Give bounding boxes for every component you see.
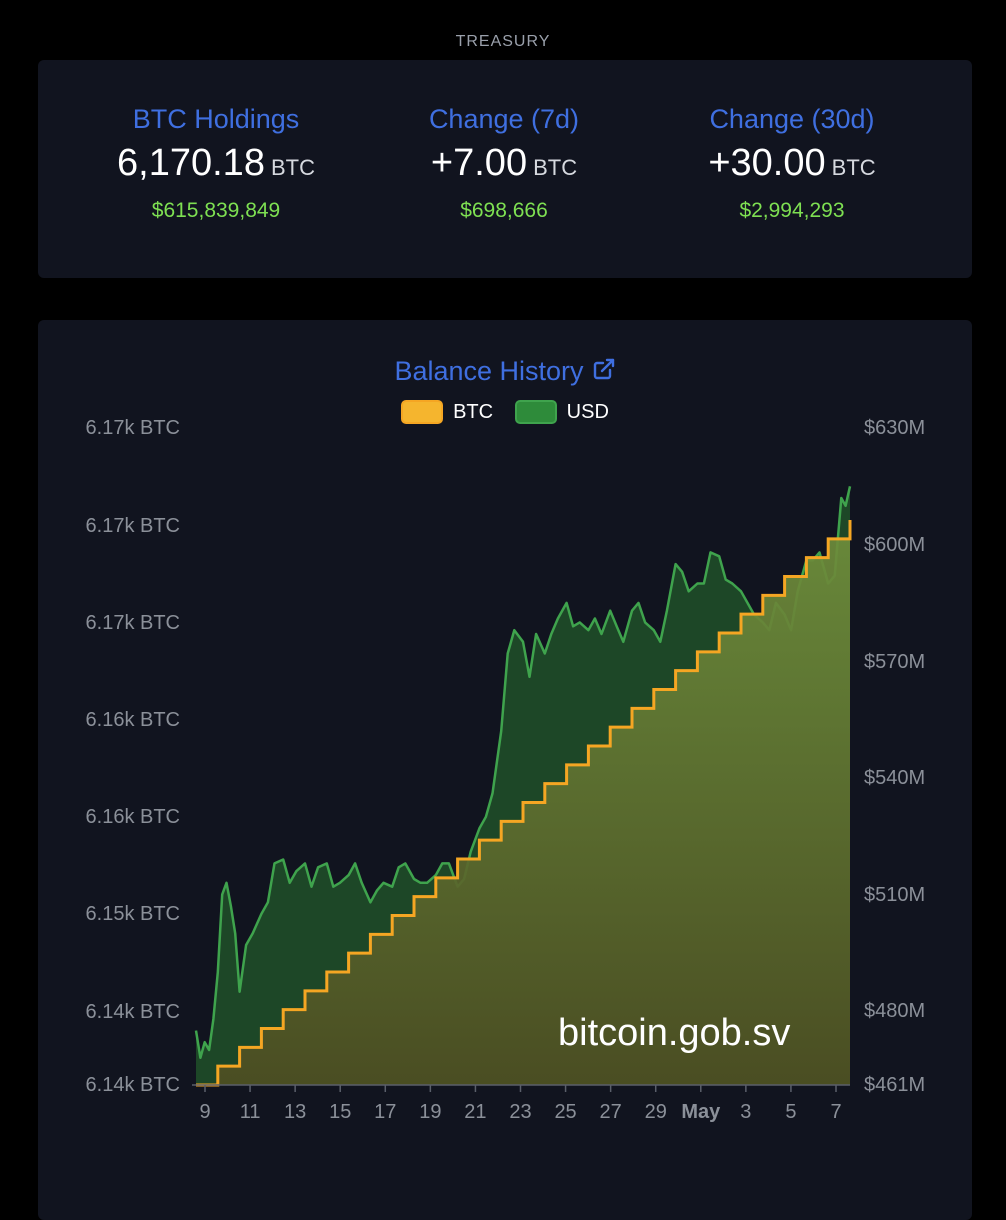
x-tick-label: 27	[600, 1101, 622, 1123]
x-tick-label: 21	[464, 1101, 486, 1123]
chart-title[interactable]: Balance History	[394, 356, 584, 386]
chart-title-row[interactable]: Balance History	[38, 356, 972, 388]
x-tick-label: 15	[329, 1101, 351, 1123]
stat-usd-value: $698,666	[460, 199, 548, 222]
chart-legend: BTC USD	[38, 400, 972, 430]
x-tick-label: 19	[419, 1101, 441, 1123]
holdings-summary-card: BTC Holdings 6,170.18 BTC $615,839,849 Ch…	[38, 60, 972, 278]
stat-value-row: +30.00 BTC	[642, 140, 942, 194]
legend-swatch-usd	[514, 400, 557, 424]
x-tick-label: 9	[199, 1101, 210, 1123]
y-right-tick-label: $630M	[864, 417, 925, 439]
x-tick-label: 17	[374, 1101, 396, 1123]
x-tick-label: 23	[509, 1101, 531, 1123]
y-left-tick-label: 6.17k BTC	[86, 417, 180, 439]
y-right-tick-label: $510M	[864, 884, 925, 906]
x-tick-label: 13	[284, 1101, 306, 1123]
section-label: TREASURY	[455, 33, 551, 50]
stat-value: +7.00	[430, 142, 528, 184]
stat-value: 6,170.18	[117, 142, 265, 184]
stat-value-row: 6,170.18 BTC	[66, 140, 366, 194]
stat-unit: BTC	[831, 155, 876, 180]
stat-value: +30.00	[708, 142, 826, 184]
x-tick-label: 7	[830, 1101, 841, 1123]
y-left-tick-label: 6.14k BTC	[86, 1074, 180, 1096]
stat-usd-value: $615,839,849	[151, 199, 281, 222]
balance-history-chart[interactable]: 9 11 13 15 17 19 21 23 25 27 29 May 3 5 7 6.17k BTC 6.17…	[38, 320, 972, 1200]
stat-title: Change (7d)	[428, 104, 580, 134]
x-tick-label: 25	[554, 1101, 576, 1123]
btc-series-line	[196, 520, 852, 1087]
y-left-tick-label: 6.16k BTC	[86, 709, 180, 731]
stat-change-7d: Change (7d) +7.00 BTC $698,666	[354, 100, 654, 226]
y-left-tick-label: 6.17k BTC	[86, 515, 180, 537]
stat-title: Change (30d)	[709, 104, 875, 134]
balance-history-card: Balance History BTC USD 9 11 13 15 17 19 21 23 2…	[38, 320, 972, 1220]
x-tick-label: May	[681, 1101, 721, 1123]
stat-unit: BTC	[270, 155, 315, 180]
stat-value-row: +7.00 BTC	[354, 140, 654, 194]
y-left-tick-label: 6.17k BTC	[86, 612, 180, 634]
stat-btc-holdings: BTC Holdings 6,170.18 BTC $615,839,849	[66, 100, 366, 226]
y-left-tick-label: 6.16k BTC	[86, 806, 180, 828]
stat-change-30d: Change (30d) +30.00 BTC $2,994,293	[642, 100, 942, 226]
y-right-tick-label: $570M	[864, 651, 925, 673]
legend-item-usd[interactable]: USD	[514, 400, 609, 424]
y-right-tick-label: $600M	[864, 534, 925, 556]
legend-item-btc[interactable]: BTC	[401, 400, 493, 424]
legend-swatch-btc	[401, 400, 444, 424]
x-tick-label: 5	[785, 1101, 796, 1123]
y-right-tick-label: $461M	[864, 1074, 925, 1096]
legend-label: BTC	[453, 400, 494, 423]
x-tick-label: 11	[240, 1101, 261, 1123]
x-tick-label: 29	[645, 1101, 667, 1123]
watermark: bitcoin.gob.sv	[558, 1012, 791, 1054]
y-left-tick-label: 6.15k BTC	[86, 903, 180, 925]
stat-title: BTC Holdings	[132, 104, 300, 134]
legend-label: USD	[566, 400, 609, 423]
y-right-tick-label: $480M	[864, 1000, 925, 1022]
stat-unit: BTC	[533, 155, 578, 180]
y-right-tick-label: $540M	[864, 767, 925, 789]
usd-series-line	[194, 486, 852, 1060]
stat-usd-value: $2,994,293	[739, 199, 845, 222]
y-left-tick-label: 6.14k BTC	[86, 1001, 180, 1023]
external-link-icon[interactable]	[592, 357, 616, 388]
x-tick-label: 3	[740, 1101, 751, 1123]
